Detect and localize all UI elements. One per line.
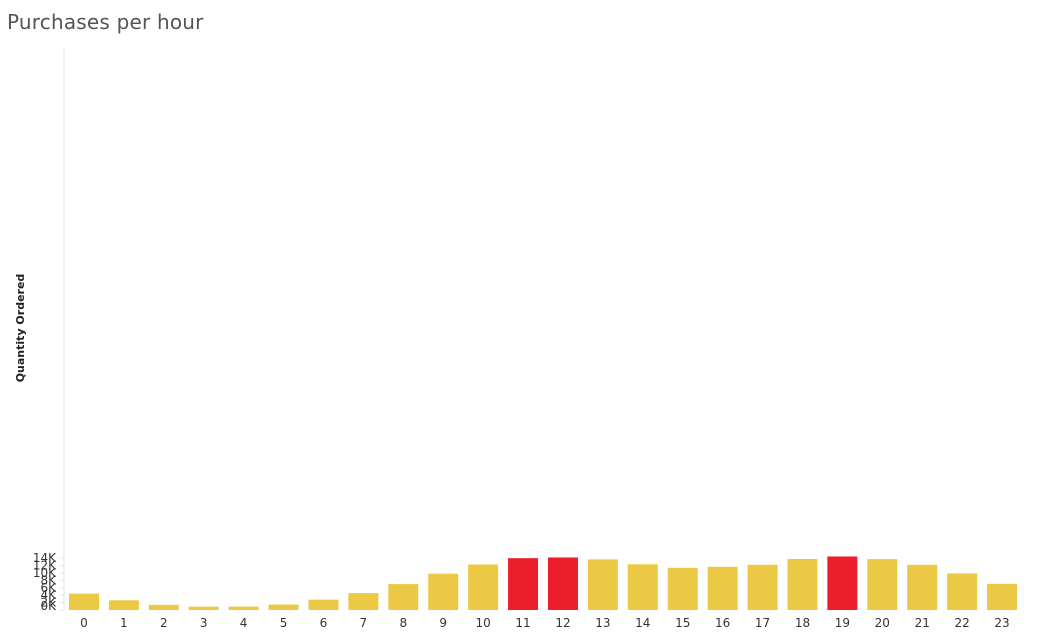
x-tick-label: 9 xyxy=(439,616,447,630)
x-tick-label: 16 xyxy=(715,616,730,630)
x-tick-label: 22 xyxy=(954,616,969,630)
y-tick-label: 0K xyxy=(40,599,57,613)
x-tick-label: 5 xyxy=(280,616,288,630)
bar-hour-11[interactable] xyxy=(508,558,539,610)
x-tick-label: 23 xyxy=(994,616,1009,630)
bar-hour-17[interactable] xyxy=(747,564,778,610)
x-tick-label: 7 xyxy=(360,616,368,630)
bar-hour-14[interactable] xyxy=(627,564,658,610)
x-tick-label: 11 xyxy=(515,616,530,630)
x-tick-label: 4 xyxy=(240,616,248,630)
y-tick-label: 6K xyxy=(40,581,57,595)
x-tick-label: 0 xyxy=(80,616,88,630)
bar-hour-3[interactable] xyxy=(188,606,219,610)
y-axis-title: Quantity Ordered xyxy=(14,274,27,383)
bar-hour-10[interactable] xyxy=(468,564,499,610)
x-tick-label: 10 xyxy=(475,616,490,630)
x-axis: 0 1 2 3 4 5 6 7 8 9 10 11 12 13 14 15 16 17 18 19 20 21 22 23 xyxy=(80,616,1010,630)
x-tick-label: 20 xyxy=(875,616,890,630)
bar-hour-4[interactable] xyxy=(228,606,259,610)
bar-hour-23[interactable] xyxy=(987,583,1018,610)
x-tick-label: 8 xyxy=(399,616,407,630)
y-tick-label: 12K xyxy=(33,559,57,573)
bar-hour-13[interactable] xyxy=(587,559,618,610)
x-tick-label: 6 xyxy=(320,616,328,630)
bar-hour-6[interactable] xyxy=(308,599,339,610)
bar-hour-2[interactable] xyxy=(148,604,179,610)
x-tick-label: 17 xyxy=(755,616,770,630)
bar-hour-5[interactable] xyxy=(268,604,299,610)
bar-hour-8[interactable] xyxy=(388,584,419,610)
bar-hour-9[interactable] xyxy=(428,573,459,610)
bar-hour-1[interactable] xyxy=(108,600,139,610)
x-tick-label: 15 xyxy=(675,616,690,630)
bar-hour-19[interactable] xyxy=(827,556,858,610)
x-tick-label: 13 xyxy=(595,616,610,630)
bar-hour-0[interactable] xyxy=(68,593,99,610)
x-tick-label: 1 xyxy=(120,616,128,630)
x-tick-label: 19 xyxy=(835,616,850,630)
x-tick-label: 18 xyxy=(795,616,810,630)
y-tick-label: 4K xyxy=(40,588,57,602)
y-tick-label: 8K xyxy=(40,573,57,587)
y-tick-label: 14K xyxy=(33,551,57,565)
x-tick-label: 14 xyxy=(635,616,650,630)
bar-hour-22[interactable] xyxy=(947,573,978,610)
bar-hour-16[interactable] xyxy=(707,566,738,610)
bar-hour-18[interactable] xyxy=(787,558,818,610)
y-tick-label: 10K xyxy=(33,566,57,580)
x-tick-label: 3 xyxy=(200,616,208,630)
x-tick-label: 2 xyxy=(160,616,168,630)
bar-hour-15[interactable] xyxy=(667,567,698,610)
x-tick-label: 12 xyxy=(555,616,570,630)
bar-hour-20[interactable] xyxy=(867,559,898,610)
bar-hour-21[interactable] xyxy=(907,564,938,610)
chart-title: Purchases per hour xyxy=(7,10,204,34)
bar-hour-12[interactable] xyxy=(547,557,578,610)
bars xyxy=(68,556,1018,610)
bar-hour-7[interactable] xyxy=(348,593,379,610)
x-tick-label: 21 xyxy=(915,616,930,630)
y-tick-label: 2K xyxy=(40,596,57,610)
